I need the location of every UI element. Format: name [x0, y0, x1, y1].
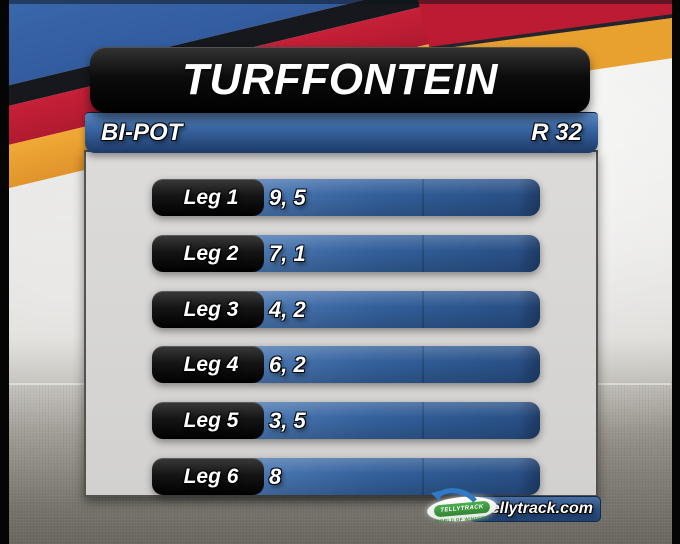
table-row: 8 Leg 6 — [152, 458, 540, 495]
tellytrack-logo: TELLYTRACK WORLD OF WINNERS — [426, 488, 499, 527]
table-row: 9, 5 Leg 1 — [152, 179, 540, 216]
table-row: 4, 2 Leg 3 — [152, 291, 540, 328]
leg-numbers: 3, 5 — [269, 407, 306, 433]
pool-bar: BI-POT R 32 — [85, 112, 598, 153]
race-number: R 32 — [531, 119, 582, 146]
leg-label-capsule: Leg 3 — [152, 291, 264, 328]
leg-label: Leg 1 — [183, 186, 239, 209]
leg-numbers-capsule: 7, 1 — [245, 235, 540, 272]
leg-numbers: 7, 1 — [269, 240, 306, 266]
leg-numbers-capsule: 6, 2 — [245, 346, 540, 383]
leg-label: Leg 2 — [183, 242, 239, 265]
leg-label-capsule: Leg 6 — [152, 458, 264, 495]
table-row: 3, 5 Leg 5 — [152, 402, 540, 439]
leg-label: Leg 3 — [183, 298, 239, 321]
table-row: 7, 1 Leg 2 — [152, 235, 540, 272]
leg-label: Leg 6 — [183, 465, 239, 488]
leg-label-capsule: Leg 2 — [152, 235, 264, 272]
leg-numbers: 4, 2 — [269, 296, 306, 322]
pool-name: BI-POT — [101, 119, 183, 146]
leg-numbers-capsule: 8 — [245, 458, 540, 495]
leg-numbers: 6, 2 — [269, 351, 306, 377]
leg-numbers: 9, 5 — [269, 184, 306, 210]
top-edge-shade — [0, 0, 680, 4]
leg-label-capsule: Leg 5 — [152, 402, 264, 439]
track-header: TURFFONTEIN — [90, 47, 590, 113]
leg-numbers: 8 — [269, 463, 282, 489]
letterbox-bar-left — [0, 0, 9, 544]
leg-numbers-capsule: 3, 5 — [245, 402, 540, 439]
leg-label: Leg 5 — [183, 409, 239, 432]
letterbox-bar-right — [672, 0, 680, 544]
results-panel: 9, 5 Leg 1 7, 1 Leg 2 4, 2 Leg 3 6, 2 — [84, 150, 598, 497]
table-row: 6, 2 Leg 4 — [152, 346, 540, 383]
leg-rows: 9, 5 Leg 1 7, 1 Leg 2 4, 2 Leg 3 6, 2 — [86, 152, 596, 495]
leg-label-capsule: Leg 1 — [152, 179, 264, 216]
page-title: TURFFONTEIN — [182, 55, 498, 104]
logo-tagline: WORLD OF WINNERS — [435, 515, 489, 524]
leg-numbers-capsule: 4, 2 — [245, 291, 540, 328]
leg-label: Leg 4 — [183, 353, 239, 376]
logo-name: TELLYTRACK — [440, 504, 484, 514]
leg-numbers-capsule: 9, 5 — [245, 179, 540, 216]
leg-label-capsule: Leg 4 — [152, 346, 264, 383]
swoosh-arrow-icon — [431, 488, 477, 503]
